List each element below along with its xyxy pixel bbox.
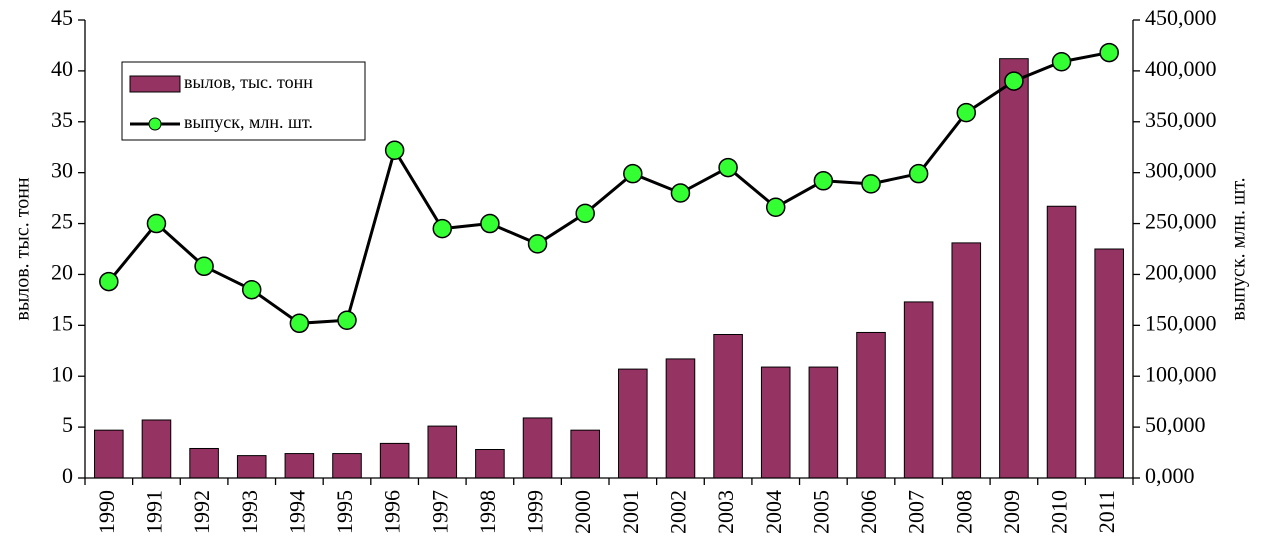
marker (241, 279, 262, 300)
y2-tick-label: 0,000 (1145, 463, 1195, 488)
line (107, 51, 1110, 325)
x-tick-label: 1991 (142, 490, 167, 534)
y2-tick-label: 100,000 (1145, 361, 1217, 386)
x-tick-label: 2000 (570, 490, 595, 534)
x-tick-label: 1990 (94, 490, 119, 534)
bar (665, 358, 696, 479)
marker (623, 163, 643, 184)
y2-tick-label: 250,000 (1145, 209, 1217, 234)
marker (670, 183, 691, 203)
bar (379, 442, 410, 479)
x-tick-label: 1994 (284, 490, 309, 534)
marker (1051, 51, 1072, 72)
bar (332, 453, 362, 479)
marker (1099, 42, 1119, 63)
marker (956, 102, 977, 123)
x-tick-label: 2006 (856, 490, 881, 534)
bar (760, 366, 791, 479)
marker (432, 218, 453, 239)
bar (570, 429, 600, 479)
bar (856, 331, 886, 479)
x-tick-label: 2009 (999, 490, 1024, 534)
y2-tick-label: 50,000 (1145, 412, 1206, 437)
legend-label: вылов, тыс. тонн (184, 72, 313, 92)
marker (718, 157, 738, 178)
y2-tick-label: 200,000 (1145, 259, 1217, 284)
x-tick-label: 1997 (427, 490, 452, 534)
y2-tick-label: 300,000 (1145, 158, 1217, 183)
y2-tick-label: 400,000 (1145, 56, 1217, 81)
y-tick-label: 30 (51, 158, 73, 183)
x-tick-label: 2010 (1047, 490, 1072, 534)
bar (189, 447, 219, 479)
x-tick-label: 2007 (904, 490, 929, 534)
x-tick-label: 2004 (761, 490, 786, 534)
bar (999, 58, 1029, 479)
x-tick-label: 1996 (380, 490, 405, 534)
x-tick-label: 2011 (1094, 490, 1119, 533)
marker (146, 213, 167, 234)
x-tick-label: 2005 (808, 490, 833, 534)
legend-box (121, 61, 366, 141)
bar (522, 417, 553, 479)
y2-tick-label: 350,000 (1145, 107, 1217, 132)
marker (1004, 71, 1024, 91)
bar (236, 455, 267, 479)
y-tick-label: 45 (51, 5, 73, 30)
legend-swatch (129, 75, 181, 93)
legend: вылов, тыс. тонн выпуск, млн. шт. (121, 61, 366, 141)
bar (475, 449, 505, 479)
x-tick-label: 2003 (713, 490, 738, 534)
marker (575, 203, 595, 224)
marker (337, 310, 357, 330)
marker (765, 197, 786, 218)
y2-tick-label: 150,000 (1145, 310, 1217, 335)
bar (284, 453, 315, 479)
y-tick-label: 35 (51, 107, 73, 132)
x-tick-label: 2008 (951, 490, 976, 534)
bar (951, 242, 982, 479)
marker (289, 313, 310, 334)
y-tick-label: 5 (62, 412, 73, 437)
marker (813, 171, 834, 191)
bar (618, 368, 648, 479)
y2-tick-label: 450,000 (1145, 5, 1217, 30)
bar (1046, 205, 1077, 479)
y-tick-label: 15 (51, 310, 73, 335)
bar (903, 301, 934, 479)
legend-marker (148, 117, 162, 131)
x-tick-label: 1998 (475, 490, 500, 534)
marker (861, 174, 881, 194)
bar (808, 366, 839, 479)
x-tick-label: 2001 (618, 490, 643, 534)
y-tick-label: 20 (51, 259, 73, 284)
marker (908, 163, 929, 184)
x-tick-label: 1999 (523, 490, 548, 534)
marker (480, 213, 500, 234)
x-tick-label: 2002 (666, 490, 691, 534)
legend-label: выпуск, млн. шт. (184, 112, 313, 132)
y-tick-label: 40 (51, 56, 73, 81)
x-tick-label: 1995 (332, 490, 357, 534)
x-tick-label: 1993 (237, 490, 262, 534)
bar (141, 419, 172, 479)
marker (384, 140, 405, 161)
marker (527, 234, 548, 254)
bar (94, 429, 124, 479)
marker (194, 256, 214, 277)
x-tick-label: 1992 (189, 490, 214, 534)
y-axis-label: вылов. тыс. тонн (12, 177, 34, 321)
bar (713, 333, 743, 479)
marker (99, 271, 119, 292)
y2-axis-label: выпуск. млн. шт. (1228, 177, 1250, 320)
y-tick-label: 0 (62, 463, 73, 488)
bar (427, 425, 458, 479)
y-tick-label: 10 (51, 361, 73, 386)
bar (1094, 248, 1124, 479)
y-tick-label: 25 (51, 209, 73, 234)
